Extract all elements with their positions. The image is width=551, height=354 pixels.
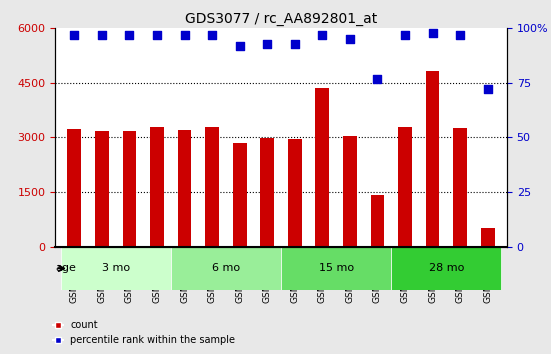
Point [180,32,189,38]
Bar [150,127,164,247]
Legend: count, percentile rank within the sample: count, percentile rank within the sample [49,316,239,349]
Point [345,36,354,42]
FancyBboxPatch shape [171,247,281,290]
Text: 6 mo: 6 mo [212,263,240,273]
Bar [398,126,412,247]
Point [318,32,327,38]
Bar [67,130,82,247]
Point [98,32,106,38]
FancyBboxPatch shape [281,247,391,290]
Bar [315,88,329,247]
Text: 15 mo: 15 mo [318,263,354,273]
Point [263,41,272,46]
Bar [233,143,247,247]
Text: 28 mo: 28 mo [429,263,464,273]
Bar [453,128,467,247]
Bar [425,71,439,247]
Bar [480,228,495,247]
Point [401,32,409,38]
Point [290,41,299,46]
Point [153,32,161,38]
Title: GDS3077 / rc_AA892801_at: GDS3077 / rc_AA892801_at [185,12,377,26]
Point [373,76,382,81]
Point [483,87,492,92]
Point [208,32,217,38]
Text: age: age [56,263,77,273]
Bar [95,131,109,247]
FancyBboxPatch shape [61,247,171,290]
Point [235,43,244,48]
Bar [205,127,219,247]
Bar [370,195,385,247]
FancyBboxPatch shape [391,247,501,290]
Bar [122,131,137,247]
Bar [177,130,192,247]
Bar [288,139,302,247]
Point [456,32,464,38]
Text: 3 mo: 3 mo [101,263,130,273]
Point [70,32,79,38]
Point [428,30,437,35]
Bar [261,138,274,247]
Bar [343,136,357,247]
Point [125,32,134,38]
